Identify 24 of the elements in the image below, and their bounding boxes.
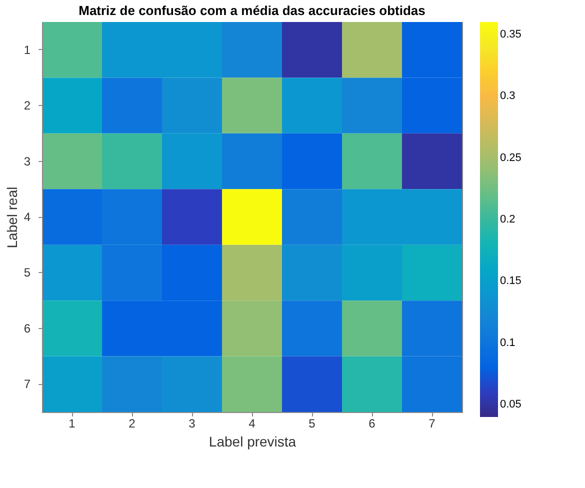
color-bar-label: 0.3 bbox=[500, 90, 516, 102]
y-axis-title: Label real bbox=[4, 186, 20, 248]
y-tick-label: 5 bbox=[24, 266, 31, 280]
y-tick-label: 6 bbox=[24, 321, 31, 336]
x-tick-label: 4 bbox=[248, 416, 256, 430]
x-tick-label: 6 bbox=[368, 416, 376, 430]
color-bar-label: 0.05 bbox=[500, 398, 522, 411]
x-tick-label: 1 bbox=[68, 416, 76, 430]
y-tick-label: 1 bbox=[24, 42, 31, 57]
color-bar-label: 0.2 bbox=[500, 214, 516, 226]
x-tick-label: 7 bbox=[428, 416, 436, 430]
y-tick-label: 3 bbox=[24, 154, 31, 168]
x-tick-label: 2 bbox=[128, 416, 136, 430]
color-bar-label: 0.35 bbox=[500, 28, 522, 40]
chart-title: Matriz de confusão com a média das accuracies obtidas bbox=[78, 3, 426, 18]
y-tick-label: 2 bbox=[24, 98, 31, 113]
color-bar-label: 0.25 bbox=[500, 152, 522, 164]
color-bar-label: 0.15 bbox=[500, 275, 522, 288]
y-tick-label: 7 bbox=[24, 377, 31, 392]
x-axis-title: Label prevista bbox=[208, 434, 296, 450]
y-tick-label: 4 bbox=[24, 210, 31, 224]
x-tick-label: 3 bbox=[188, 416, 196, 430]
x-tick-label: 5 bbox=[308, 416, 316, 430]
color-bar-label: 0.1 bbox=[500, 336, 516, 349]
